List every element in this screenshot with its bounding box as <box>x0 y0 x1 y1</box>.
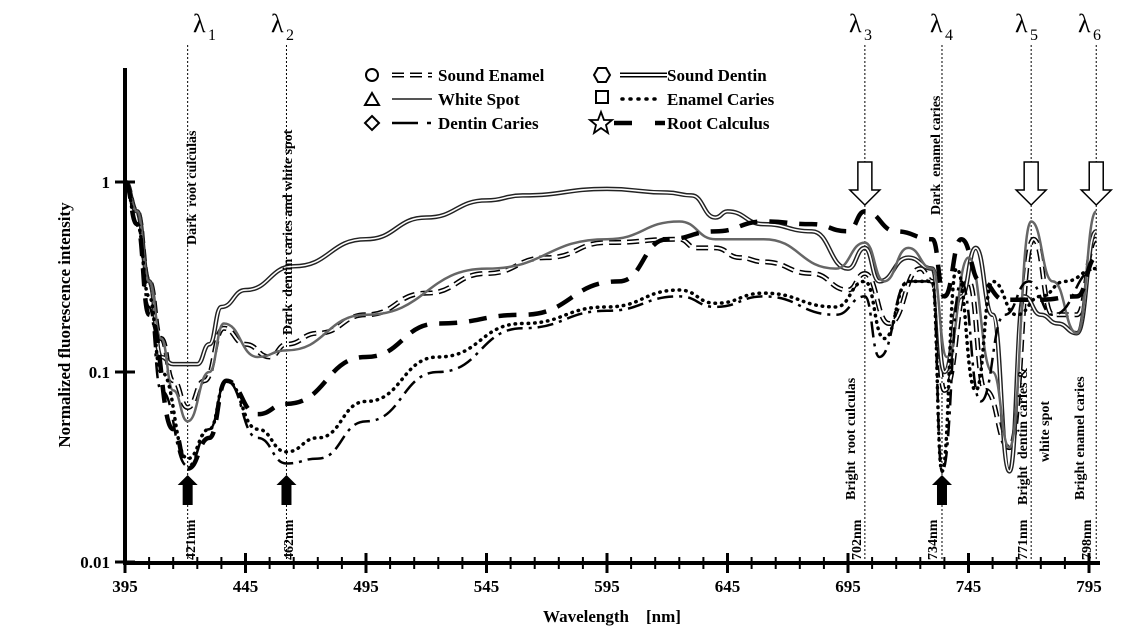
svg-text:λ: λ <box>1015 9 1028 38</box>
series-sound-dentin-inner-line <box>124 181 1098 473</box>
svg-text:White Spot: White Spot <box>438 90 520 109</box>
svg-text:Dentin Caries: Dentin Caries <box>438 114 539 133</box>
svg-text:Enamel Caries: Enamel Caries <box>667 90 775 109</box>
star-icon <box>587 109 615 136</box>
y-axis-label: Normalized fluorescence intensity <box>55 202 74 448</box>
nm-label-771: 771nm <box>1016 519 1031 560</box>
circle-icon <box>365 68 379 82</box>
svg-text:5: 5 <box>1030 27 1038 44</box>
down-arrow-icon <box>1014 161 1048 207</box>
series-white-spot-line <box>124 180 1098 449</box>
svg-text:1: 1 <box>208 27 216 44</box>
x-tick-label: 745 <box>956 577 982 596</box>
nm-label-421: 421nm <box>184 519 199 560</box>
series-lines <box>122 179 1099 474</box>
series-white-spot <box>124 180 1098 449</box>
series-sound-enamel <box>123 179 1099 451</box>
svg-text:6: 6 <box>1093 27 1101 44</box>
legend-item-white-spot: White Spot <box>363 90 520 109</box>
up-arrow-icon <box>931 475 952 505</box>
x-tick-label: 695 <box>835 577 861 596</box>
annotation-798: Bright enamel caries <box>1073 376 1088 500</box>
series-enamel-caries <box>123 180 1098 474</box>
x-tick-label: 495 <box>353 577 379 596</box>
svg-text:Root Calculus: Root Calculus <box>667 114 770 133</box>
nm-label-702: 702nm <box>850 519 865 560</box>
series-dentin-caries-line <box>123 180 1097 473</box>
y-tick-label: 0.01 <box>80 553 110 572</box>
nm-label-798: 798nm <box>1080 519 1095 560</box>
annotation-771: Bright dentin caries & <box>1016 367 1031 505</box>
annotation-702: Bright root culculas <box>844 377 859 500</box>
square-icon <box>595 90 609 104</box>
hexagon-icon <box>592 67 612 83</box>
x-tick-label: 395 <box>112 577 138 596</box>
series-root-calculus-line <box>122 179 1098 471</box>
legend: Sound Enamel Sound Dentin White Spot Ena… <box>363 66 775 136</box>
svg-text:2: 2 <box>286 27 294 44</box>
y-tick-label: 0.1 <box>89 363 110 382</box>
series-dentin-caries <box>123 180 1097 473</box>
y-tick-label: 1 <box>102 173 111 192</box>
series-sound-dentin <box>123 179 1099 474</box>
annotation-734: Dark enamel caries <box>929 95 944 215</box>
x-ticks: 395 445 495 545 595 645 695 745 795 <box>112 553 1102 596</box>
svg-text:Sound Dentin: Sound Dentin <box>667 66 767 85</box>
x-tick-label: 645 <box>715 577 741 596</box>
svg-text:λ: λ <box>849 9 862 38</box>
y-ticks: 1 0.1 0.01 <box>80 173 135 572</box>
down-arrow-icon <box>848 161 882 207</box>
x-tick-label: 445 <box>233 577 259 596</box>
x-tick-label: 795 <box>1076 577 1102 596</box>
annotation-771-line2: white spot <box>1038 401 1053 462</box>
x-tick-label: 545 <box>474 577 500 596</box>
series-enamel-caries-line <box>123 180 1098 474</box>
x-axis-label: Wavelength [nm] <box>543 607 681 626</box>
x-tick-label: 595 <box>594 577 620 596</box>
legend-item-root-calculus: Root Calculus <box>587 109 770 136</box>
series-root-calculus <box>122 179 1098 471</box>
legend-item-enamel-caries: Enamel Caries <box>595 90 775 109</box>
nm-label-734: 734nm <box>926 519 941 560</box>
nm-label-462: 462nm <box>282 519 297 560</box>
down-arrow-icon <box>1079 161 1114 207</box>
svg-text:Sound Enamel: Sound Enamel <box>438 66 545 85</box>
up-arrow-icon <box>177 475 198 505</box>
svg-text:λ: λ <box>930 9 943 38</box>
legend-item-dentin-caries: Dentin Caries <box>363 114 539 133</box>
annotation-421: Dark root culculas <box>185 130 200 245</box>
up-arrow-icon <box>276 475 297 505</box>
legend-item-sound-enamel: Sound Enamel <box>365 66 545 85</box>
legend-item-sound-dentin: Sound Dentin <box>592 66 767 85</box>
diamond-icon <box>363 114 381 132</box>
svg-text:3: 3 <box>864 27 872 44</box>
annotation-462: Dark dentin caries and white spot <box>281 129 296 335</box>
svg-text:λ: λ <box>271 9 284 38</box>
svg-text:4: 4 <box>945 27 953 44</box>
marker-arrows <box>177 161 1114 505</box>
svg-text:λ: λ <box>1078 9 1091 38</box>
triangle-icon <box>363 91 381 106</box>
series-sound-enamel-inner-line <box>124 181 1098 449</box>
svg-text:λ: λ <box>193 9 206 38</box>
